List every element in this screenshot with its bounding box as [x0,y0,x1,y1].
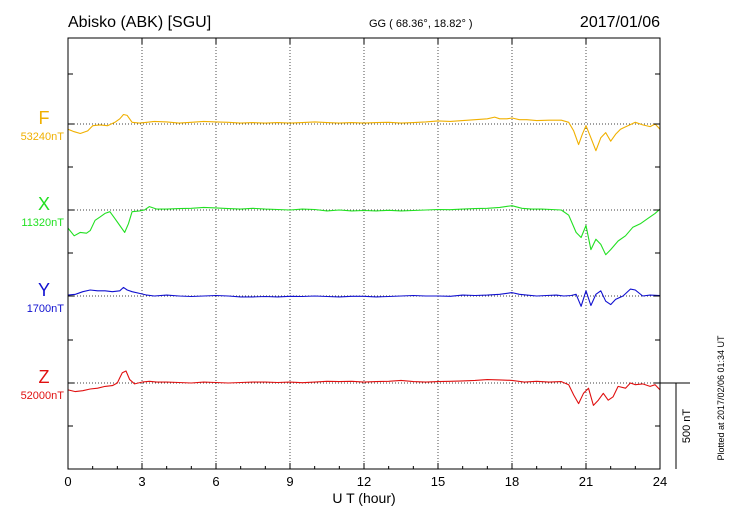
series-baseline-label-f: 53240nT [21,131,65,143]
series-line-y [67,286,661,307]
series-line-f [67,113,661,152]
x-tick-label: 15 [431,474,445,489]
scale-label: 500 nT [681,409,693,444]
x-tick-label: 24 [653,474,667,489]
station-title: Abisko (ABK) [SGU] [68,14,211,31]
date-label: 2017/01/06 [580,14,660,31]
x-tick-label: 9 [286,474,293,489]
series-baseline-label-x: 11320nT [21,217,64,229]
series-line-z [67,370,661,406]
x-tick-label: 12 [357,474,371,489]
coordinates-label: GG ( 68.36°, 18.82° ) [369,18,473,30]
x-tick-label: 21 [579,474,593,489]
grid [68,38,660,469]
x-tick-label: 3 [138,474,145,489]
series-name-f: F [39,108,50,128]
x-tick-label: 18 [505,474,519,489]
series-name-y: Y [38,280,50,300]
series-line-x [67,205,661,256]
plotted-note: Plotted at 2017/02/06 01:34 UT [716,335,726,461]
x-axis: 0 3 6 9 12 15 18 21 24 [64,38,667,489]
series-group [67,113,661,406]
series-name-x: X [38,194,50,214]
x-axis-label: U T (hour) [332,490,395,506]
x-tick-label: 0 [64,474,71,489]
series-labels: F 53240nT X 11320nT Y 1700nT Z 52000nT [21,108,65,402]
plot-frame [67,37,661,470]
series-baseline-label-y: 1700nT [27,303,65,315]
series-baseline-label-z: 52000nT [21,390,65,402]
series-name-z: Z [39,367,50,387]
scale-bar: 500 nT [660,382,693,469]
x-tick-label: 6 [212,474,219,489]
